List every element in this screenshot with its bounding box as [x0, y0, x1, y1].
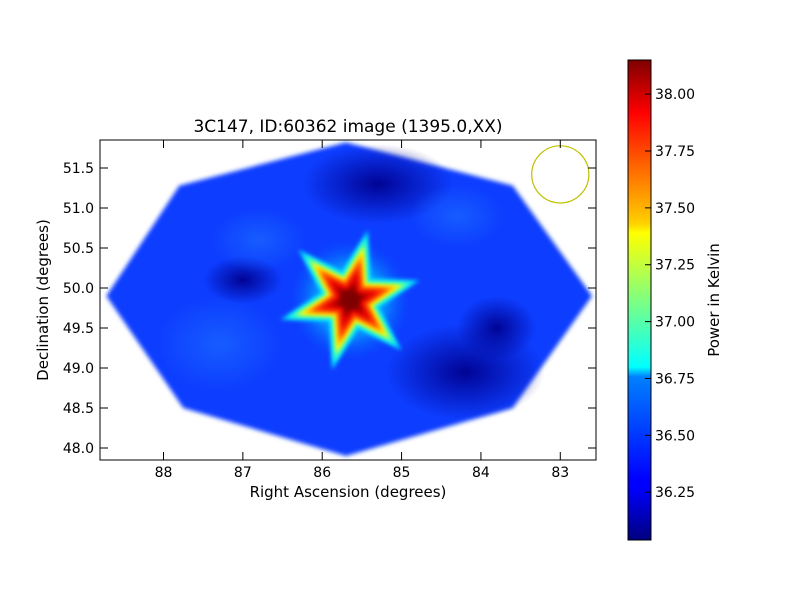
- y-tick-label: 50.5: [63, 241, 94, 257]
- y-tick-label: 49.0: [63, 361, 94, 377]
- bright-region: [211, 208, 307, 272]
- beam-circle: [531, 145, 590, 204]
- x-tick-label: 88: [155, 465, 173, 481]
- bright-region: [155, 296, 283, 392]
- colorbar-tick-label: 37.75: [655, 144, 695, 160]
- plot-frame: [99, 139, 597, 461]
- y-tick-label: 50.0: [63, 281, 94, 297]
- x-tick-label: 84: [472, 465, 490, 481]
- colorbar: 36.25 36.50 36.75 37.00 37.25 37.50 37.75 38.00…: [627, 59, 723, 541]
- colorbar-gradient: [627, 59, 652, 541]
- colorbar-tick-label: 38.00: [655, 87, 695, 103]
- colorbar-tick-label: 37.50: [655, 201, 695, 217]
- colorbar-tick-label: 36.75: [655, 371, 695, 387]
- colorbar-tick-label: 36.50: [655, 428, 695, 444]
- y-axis: 48.0 48.5 49.0 49.5 50.0 50.5 51.0 51.5: [63, 161, 596, 457]
- source-peak: [340, 291, 359, 309]
- colorbar-ticks: 36.25 36.50 36.75 37.00 37.25 37.50 37.75 38.00: [645, 87, 695, 501]
- y-tick-label: 51.5: [63, 161, 94, 177]
- colorbar-label: Power in Kelvin: [705, 243, 723, 357]
- bright-region: [409, 184, 505, 248]
- dim-region: [457, 296, 537, 360]
- x-tick-label: 87: [234, 465, 252, 481]
- y-tick-label: 51.0: [63, 201, 94, 217]
- colorbar-tick-label: 37.25: [655, 258, 695, 274]
- x-axis-label: Right Ascension (degrees): [250, 483, 447, 501]
- source-emission: [280, 230, 420, 370]
- y-tick-label: 49.5: [63, 321, 94, 337]
- intensity-structures: [155, 144, 545, 420]
- x-tick-label: 85: [393, 465, 411, 481]
- x-axis: 88 87 86 85 84 83: [155, 140, 569, 481]
- colorbar-tick-label: 36.25: [655, 485, 695, 501]
- x-tick-label: 86: [313, 465, 331, 481]
- colorbar-tick-label: 37.00: [655, 315, 695, 331]
- y-tick-label: 48.0: [63, 441, 94, 457]
- chart-title: 3C147, ID:60362 image (1395.0,XX): [193, 117, 502, 137]
- plot-area: [106, 142, 593, 456]
- x-tick-label: 83: [551, 465, 569, 481]
- y-tick-label: 48.5: [63, 401, 94, 417]
- y-axis-label: Declination (degrees): [34, 219, 52, 381]
